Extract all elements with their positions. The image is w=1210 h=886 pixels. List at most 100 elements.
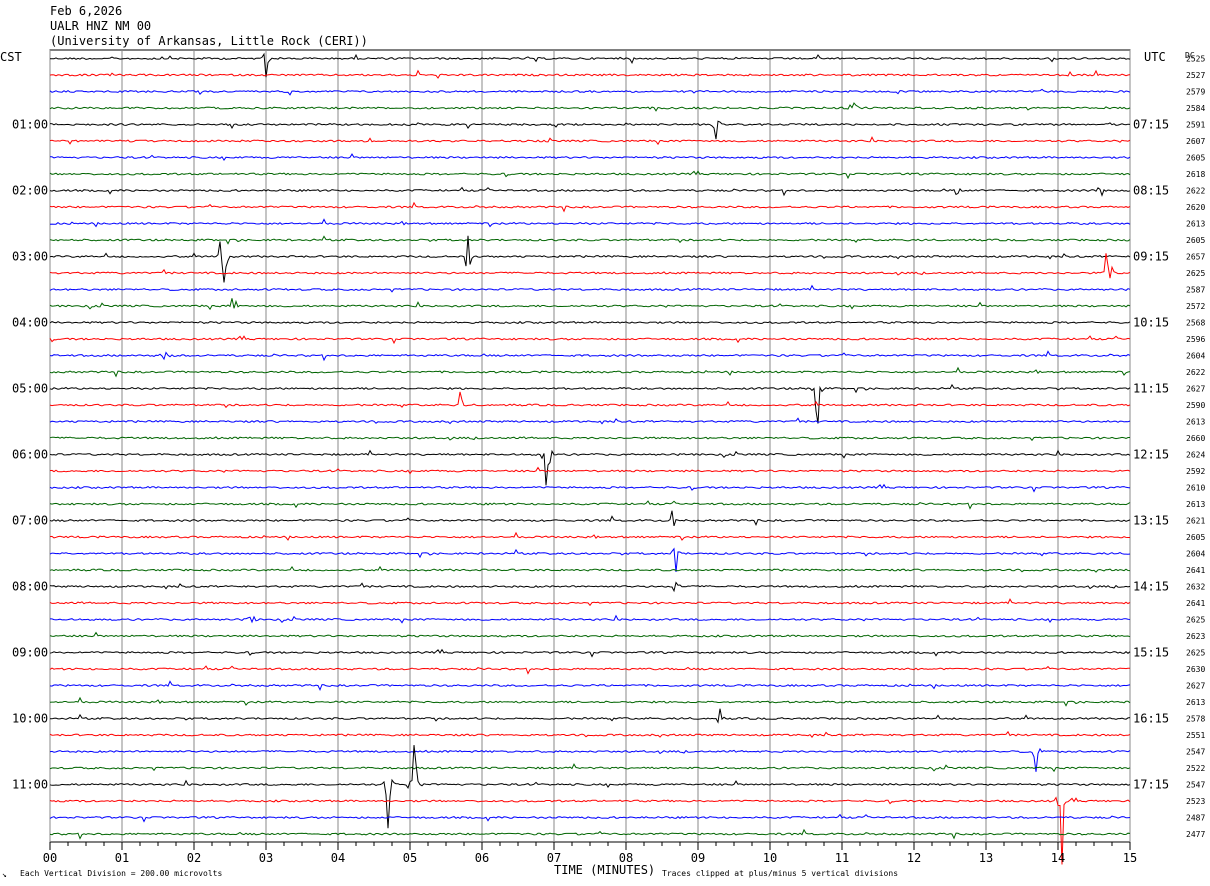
x-tick-label: 01 bbox=[115, 851, 129, 865]
trace-line bbox=[49, 417, 1131, 425]
dc-offset-label: 2624 bbox=[1186, 451, 1205, 460]
x-tick-label: 04 bbox=[331, 851, 345, 865]
dc-offset-label: 2592 bbox=[1186, 467, 1205, 476]
cst-hour-label: 05:00 bbox=[12, 382, 48, 396]
trace-line bbox=[49, 320, 1131, 325]
dc-offset-label: 2604 bbox=[1186, 550, 1205, 559]
dc-offset-label: 2605 bbox=[1186, 236, 1205, 245]
dc-offset-label: 2627 bbox=[1186, 682, 1205, 691]
trace-line bbox=[49, 153, 1131, 162]
utc-hour-label: 09:15 bbox=[1133, 250, 1169, 264]
dc-offset-label: 2527 bbox=[1186, 71, 1205, 80]
dc-offset-label: 2487 bbox=[1186, 814, 1205, 823]
plot-grid bbox=[49, 49, 1131, 850]
trace-line bbox=[49, 253, 1131, 279]
cst-hour-label: 04:00 bbox=[12, 316, 48, 330]
dc-offset-label: 2622 bbox=[1186, 187, 1205, 196]
trace-line bbox=[49, 565, 1131, 573]
x-tick-label: 05 bbox=[403, 851, 417, 865]
dc-offset-label: 2622 bbox=[1186, 368, 1205, 377]
dc-offset-label: 2613 bbox=[1186, 418, 1205, 427]
trace-line bbox=[49, 350, 1131, 362]
x-tick-label: 14 bbox=[1051, 851, 1065, 865]
dc-offset-label: 2613 bbox=[1186, 698, 1205, 707]
dc-offset-label: 2522 bbox=[1186, 764, 1205, 773]
trace-line bbox=[49, 796, 1131, 865]
dc-offset-label: 2547 bbox=[1186, 781, 1205, 790]
trace-line bbox=[49, 483, 1131, 493]
trace-line bbox=[49, 383, 1131, 424]
trace-line bbox=[50, 708, 1131, 724]
trace-line bbox=[49, 235, 1131, 245]
dc-offset-label: 2579 bbox=[1186, 88, 1205, 97]
utc-hour-label: 14:15 bbox=[1133, 580, 1169, 594]
x-tick-label: 10 bbox=[763, 851, 777, 865]
trace-line bbox=[49, 186, 1131, 197]
trace-line bbox=[49, 335, 1131, 345]
station-id: UALR HNZ NM 00 bbox=[50, 19, 152, 33]
utc-hour-label: 17:15 bbox=[1133, 778, 1169, 792]
dc-offset-label: 2523 bbox=[1186, 797, 1205, 806]
trace-line bbox=[49, 510, 1131, 527]
trace-line bbox=[49, 391, 1131, 409]
dc-offset-label: 2623 bbox=[1186, 632, 1205, 641]
trace-line bbox=[49, 665, 1131, 675]
dc-offset-label: 2641 bbox=[1186, 566, 1205, 575]
trace-line bbox=[49, 284, 1131, 293]
dc-offset-label: 2625 bbox=[1186, 269, 1205, 278]
trace-line bbox=[49, 449, 1131, 486]
dc-offset-label: 2621 bbox=[1186, 517, 1205, 526]
x-tick-label: 15 bbox=[1123, 851, 1137, 865]
trace-line bbox=[49, 828, 1131, 840]
dc-offset-label: 2572 bbox=[1186, 302, 1205, 311]
utc-hour-label: 15:15 bbox=[1133, 646, 1169, 660]
footer-mark: ↘ bbox=[2, 870, 7, 879]
trace-line bbox=[49, 366, 1131, 378]
trace-line bbox=[49, 69, 1131, 79]
dc-offset-label: 2590 bbox=[1186, 401, 1205, 410]
trace-line bbox=[49, 52, 1131, 78]
dc-offset-label: 2613 bbox=[1186, 220, 1205, 229]
dc-offset-label: 2607 bbox=[1186, 137, 1205, 146]
dc-offset-label: 2587 bbox=[1186, 286, 1205, 295]
dc-offset-label: 2591 bbox=[1186, 121, 1205, 130]
trace-line bbox=[49, 745, 1131, 829]
trace-line bbox=[49, 298, 1131, 311]
dc-heading: DC bbox=[1185, 51, 1195, 60]
dc-offset-label: 2620 bbox=[1186, 203, 1205, 212]
dc-offset-label: 2584 bbox=[1186, 104, 1205, 113]
x-tick-label: 06 bbox=[475, 851, 489, 865]
trace-line bbox=[49, 120, 1131, 140]
dc-offset-label: 2627 bbox=[1186, 385, 1205, 394]
trace-line bbox=[49, 547, 1131, 573]
x-tick-label: 03 bbox=[259, 851, 273, 865]
trace-line bbox=[49, 813, 1131, 823]
trace-line bbox=[49, 88, 1131, 96]
cst-hour-label: 01:00 bbox=[12, 118, 48, 132]
x-tick-label: 07 bbox=[547, 851, 561, 865]
institution: (University of Arkansas, Little Rock (CE… bbox=[50, 34, 368, 48]
left-timezone-label: CST bbox=[0, 50, 22, 64]
trace-line bbox=[49, 500, 1131, 510]
utc-hour-label: 16:15 bbox=[1133, 712, 1169, 726]
x-tick-label: 11 bbox=[835, 851, 849, 865]
cst-hour-label: 06:00 bbox=[12, 448, 48, 462]
trace-line bbox=[49, 581, 1131, 593]
dc-offset-label: 2605 bbox=[1186, 154, 1205, 163]
trace-line bbox=[49, 747, 1131, 772]
cst-hour-label: 10:00 bbox=[12, 712, 48, 726]
dc-offset-label: 2610 bbox=[1186, 484, 1205, 493]
cst-hour-label: 09:00 bbox=[12, 646, 48, 660]
dc-offset-label: 2657 bbox=[1186, 253, 1205, 262]
right-timezone-label: UTC bbox=[1144, 50, 1166, 64]
utc-hour-label: 11:15 bbox=[1133, 382, 1169, 396]
utc-hour-label: 07:15 bbox=[1133, 118, 1169, 132]
dc-offset-label: 2660 bbox=[1186, 434, 1205, 443]
x-tick-label: 02 bbox=[187, 851, 201, 865]
utc-hour-label: 08:15 bbox=[1133, 184, 1169, 198]
dc-offset-label: 2632 bbox=[1186, 583, 1205, 592]
dc-offset-label: 2618 bbox=[1186, 170, 1205, 179]
trace-line bbox=[49, 648, 1131, 658]
dc-offset-label: 2604 bbox=[1186, 352, 1205, 361]
trace-line bbox=[49, 763, 1131, 773]
